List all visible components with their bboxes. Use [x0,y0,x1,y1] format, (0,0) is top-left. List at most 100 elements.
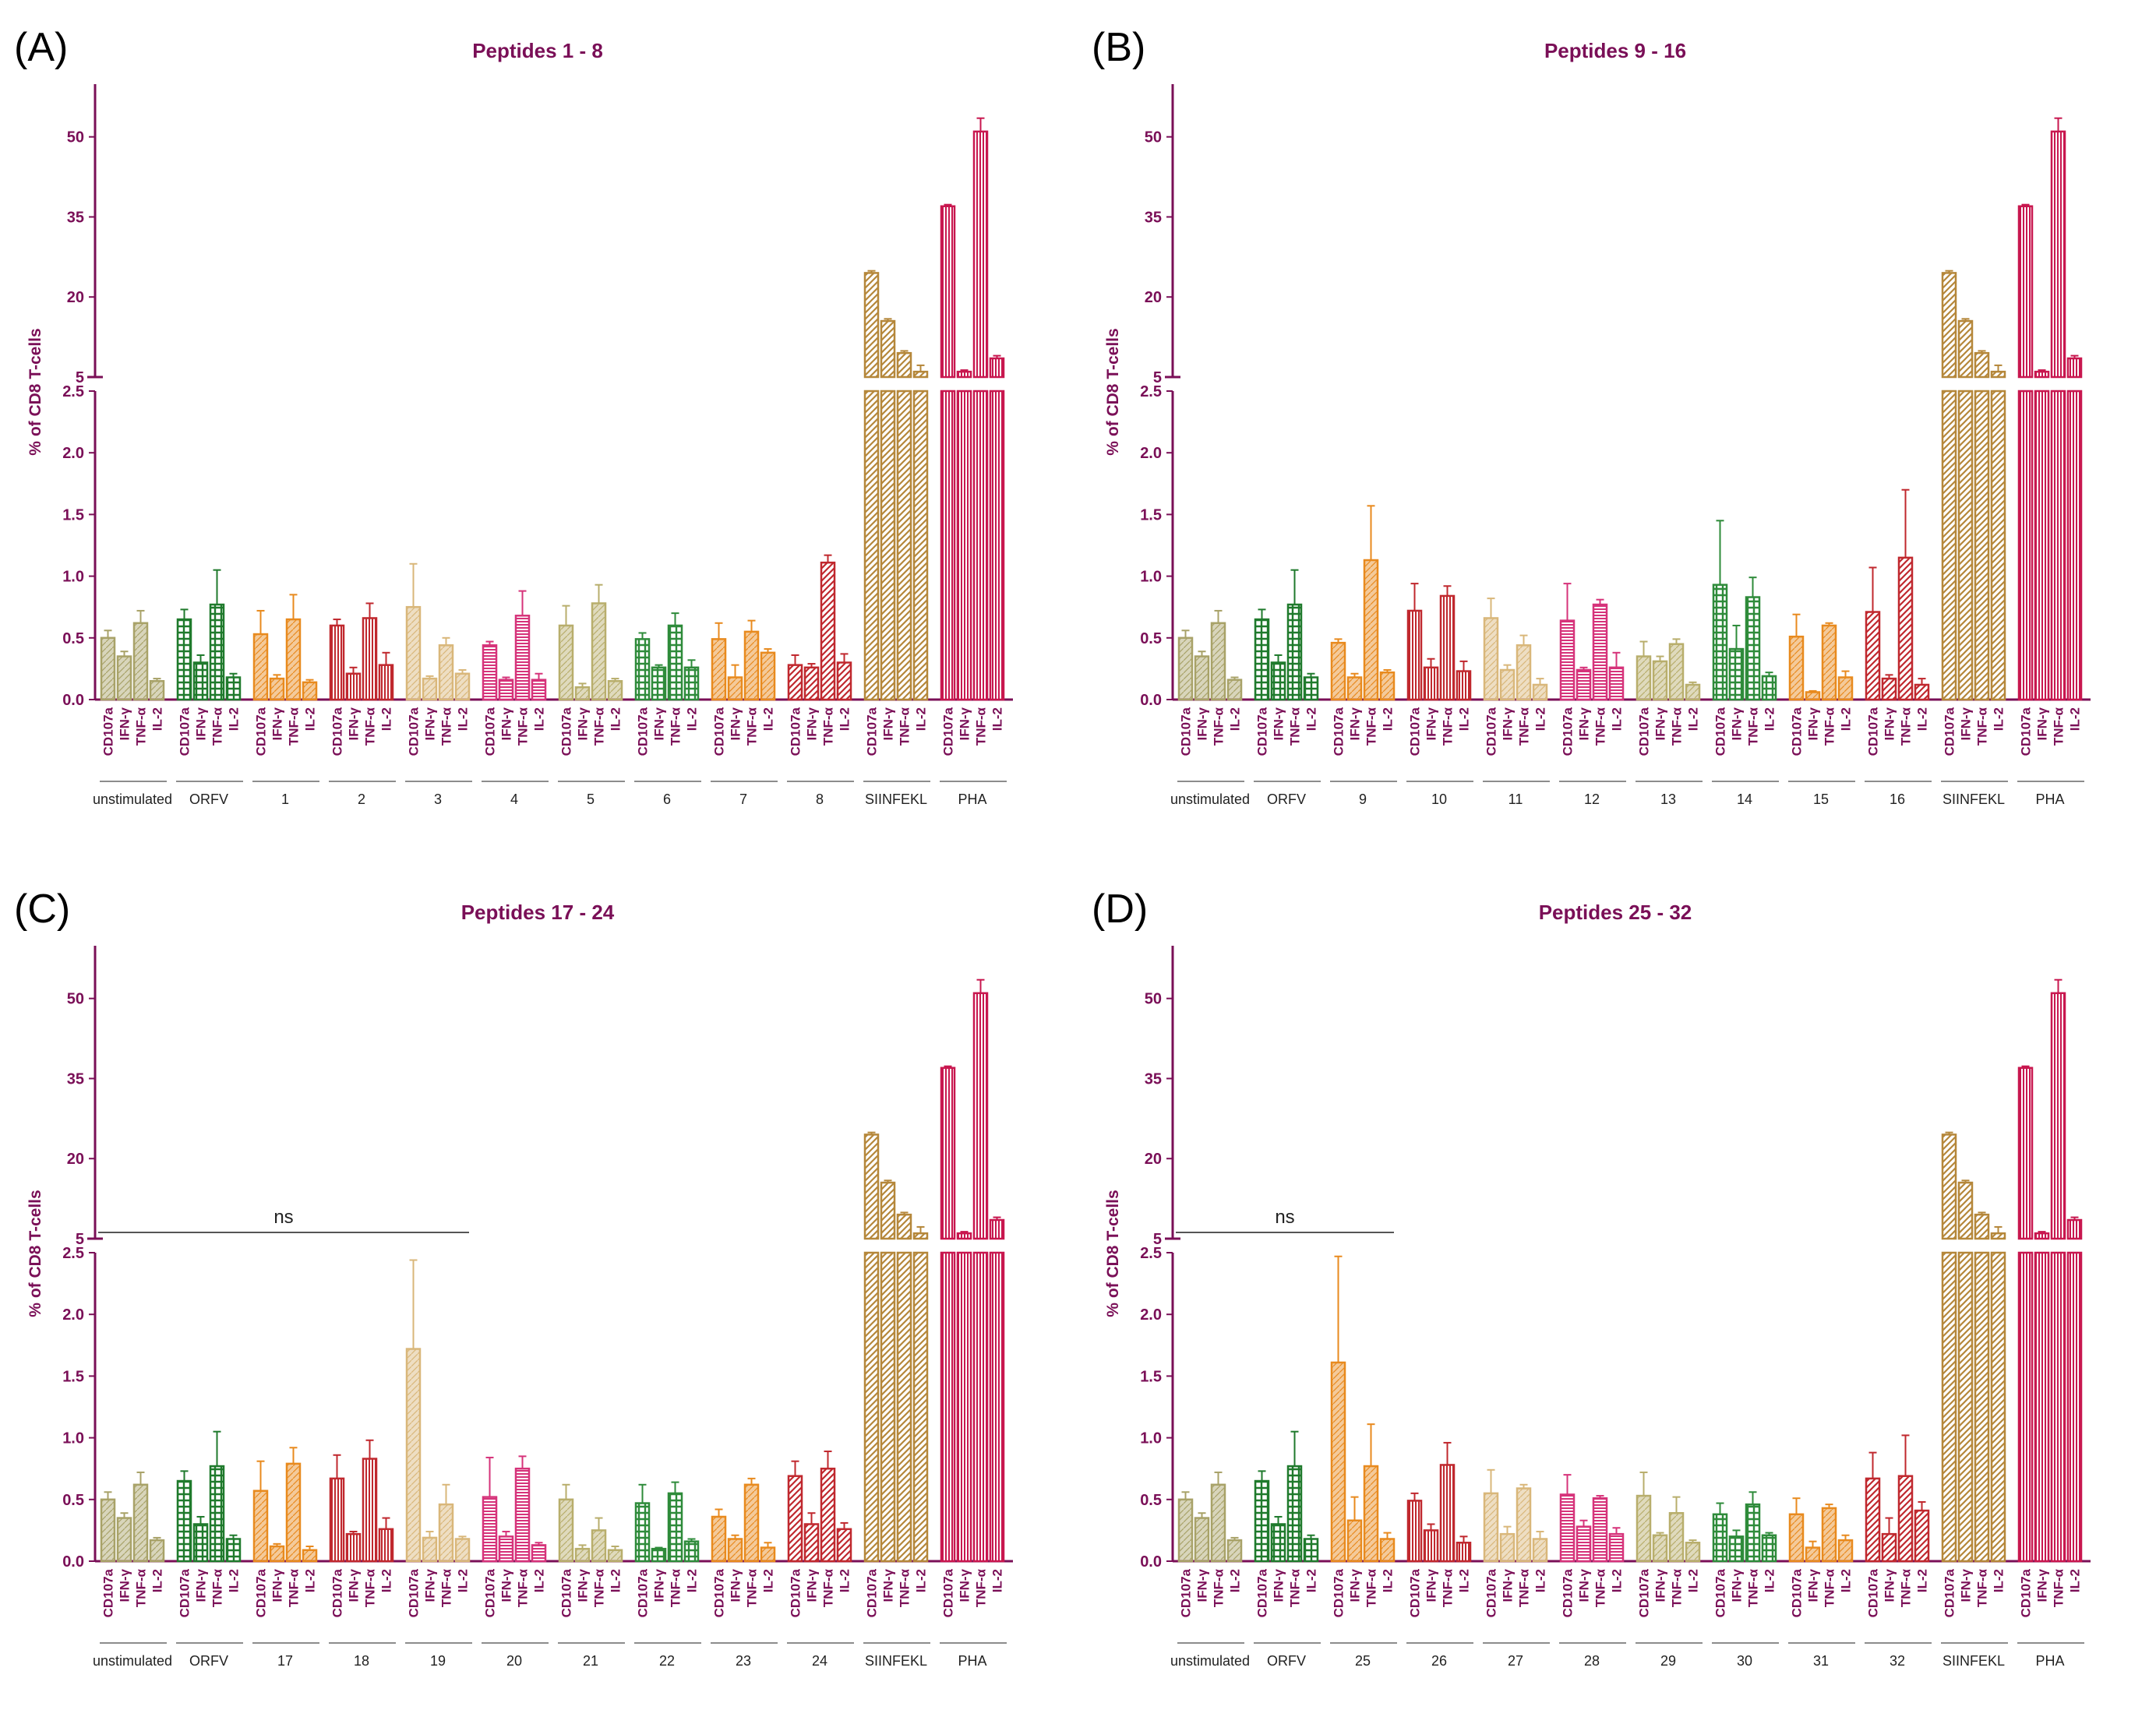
bar [863,390,880,701]
panel-label: (D) [1092,887,1148,932]
cytokine-label: IL-2 [303,1569,318,1592]
bar [1363,559,1379,701]
group-label: 30 [1737,1653,1752,1669]
bar [1499,668,1516,701]
y-tick-label: 50 [1145,991,1162,1008]
bar [880,1251,896,1563]
cytokine-label: IL-2 [227,1569,242,1592]
group-label: SIINFEKL [865,1653,927,1669]
bar [574,1547,591,1563]
chart-title: Peptides 17 - 24 [461,901,615,924]
cytokine-label: IFN-γ [1348,1568,1363,1602]
cytokine-label: IFN-γ [1424,1568,1439,1602]
bar [896,1251,912,1563]
group-label: 7 [739,791,747,807]
chart-panel-d: (D) Peptides 25 - 32 % of CD8 T-cells 0.0 0.… [1092,887,2091,1669]
cytokine-label: IL-2 [685,1569,700,1592]
chart-title: Peptides 25 - 32 [1539,901,1692,924]
bar [2066,1218,2083,1240]
group-label: 8 [816,791,824,807]
cytokine-label: CD107a [178,707,192,756]
bar [1788,1513,1805,1563]
bar [667,624,683,701]
bar [1559,1493,1576,1563]
bar [1837,676,1854,701]
cytokine-label: IL-2 [1610,1569,1625,1592]
cytokine-label: CD107a [407,1568,422,1617]
bar [514,615,531,701]
group-label: 24 [812,1653,827,1669]
bar [1346,676,1363,701]
bar [1592,1497,1608,1563]
bar [1270,1523,1286,1563]
cytokine-label: IL-2 [1915,707,1930,731]
bar [989,1251,1005,1563]
y-tick-label: 2.0 [62,1306,84,1324]
group-label: 1 [281,791,289,807]
cytokine-label: CD107a [789,707,803,756]
bar [940,1066,956,1240]
cytokine-label: CD107a [2019,707,2034,756]
cytokine-label: CD107a [1332,1568,1346,1617]
bar [760,1546,776,1563]
bar [2066,1251,2083,1563]
cytokine-label: CD107a [712,707,727,756]
bar [787,664,803,701]
cytokine-label: IL-2 [1304,1569,1319,1592]
cytokine-label: TNF-α [134,1568,149,1607]
bar [940,205,956,379]
panel-label: (B) [1092,25,1145,70]
cytokine-label: IFN-γ [2035,707,2050,740]
bar [972,130,989,379]
cytokine-label: IL-2 [379,707,394,731]
chart-panel-a: (A) Peptides 1 - 8 % of CD8 T-cells 0.0 0.5 1… [14,25,1013,807]
y-tick-label: 2.0 [62,445,84,462]
bar [285,618,302,701]
bar [1652,1534,1668,1563]
cytokine-label: CD107a [1713,1568,1728,1617]
cytokine-label: IL-2 [2068,1569,2083,1592]
group-label: PHA [958,791,986,807]
bar [803,666,820,701]
y-tick-label: 0.5 [62,1492,84,1509]
y-tick-label: 0.0 [1140,692,1162,709]
bar [1608,1532,1625,1563]
y-axis-label: % of CD8 T-cells [26,328,44,455]
cytokine-label: IFN-γ [347,1568,362,1602]
bar [1194,1517,1210,1563]
cytokine-label: CD107a [1561,1568,1576,1617]
bar [482,1496,498,1563]
bar [1439,594,1456,701]
bar [1685,1541,1701,1563]
cytokine-label: TNF-α [1288,707,1303,746]
group-label: 6 [663,791,671,807]
bar [482,644,498,701]
cytokine-label: CD107a [178,1568,192,1617]
bar [454,1538,471,1563]
cytokine-label: IL-2 [1839,707,1854,731]
group-label: 26 [1431,1653,1447,1669]
cytokine-label: CD107a [483,707,498,756]
bar [1728,1535,1745,1563]
bar [116,1517,132,1563]
group-label: PHA [958,1653,986,1669]
bar [760,651,776,701]
bar [1516,644,1532,701]
cytokine-label: CD107a [1408,707,1423,756]
cytokine-label: IFN-γ [805,707,820,740]
group-label: ORFV [189,791,228,807]
group-label: 2 [358,791,365,807]
cytokine-label: TNF-α [1899,707,1914,746]
bar [1897,556,1914,701]
bar [1990,1251,2006,1563]
cytokine-label: CD107a [254,1568,269,1617]
cytokine-label: IFN-γ [2035,1568,2050,1602]
group-label: 4 [510,791,518,807]
y-tick-label: 5 [76,369,84,386]
group-label: unstimulated [93,791,172,807]
y-tick-label: 20 [1145,1151,1162,1168]
cytokine-label: IFN-γ [1577,1568,1592,1602]
bar [1974,1213,1990,1240]
cytokine-label: TNF-α [821,707,836,746]
group-label: 23 [736,1653,751,1669]
